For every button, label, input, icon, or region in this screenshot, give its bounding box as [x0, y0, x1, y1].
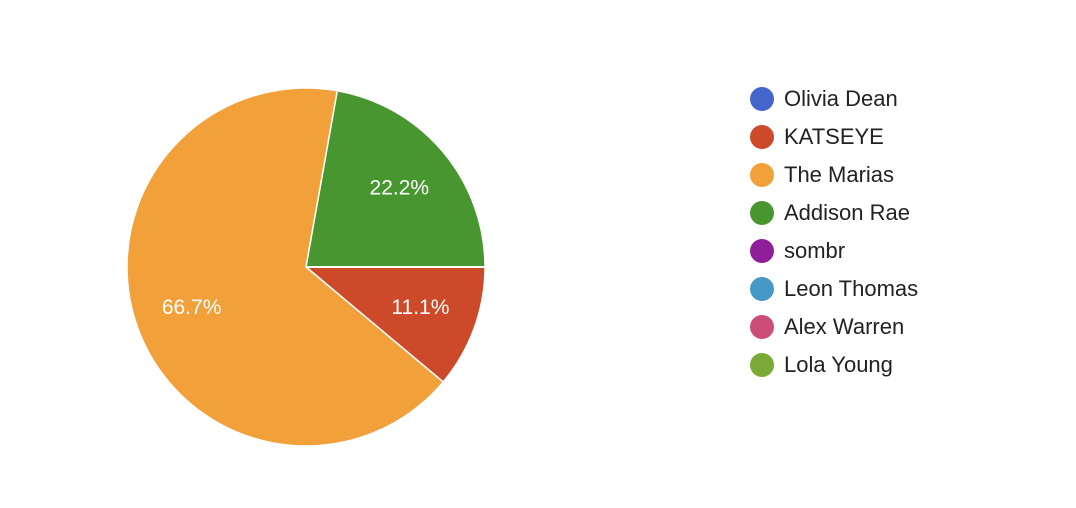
pie-slice	[305, 89, 486, 268]
legend-label: The Marias	[784, 162, 894, 187]
legend-label: Olivia Dean	[784, 86, 898, 111]
legend-label: KATSEYE	[784, 124, 884, 149]
legend-label: sombr	[784, 238, 845, 263]
legend-marker	[750, 315, 774, 339]
legend-label: Lola Young	[784, 352, 893, 377]
slice-label: 11.1%	[391, 296, 449, 319]
legend-marker	[750, 87, 774, 111]
legend-label: Addison Rae	[784, 200, 910, 225]
legend-label: Leon Thomas	[784, 276, 918, 301]
legend-marker	[750, 201, 774, 225]
legend-marker	[750, 277, 774, 301]
legend-marker	[750, 163, 774, 187]
legend-marker	[750, 353, 774, 377]
legend-marker	[750, 125, 774, 149]
slice-label: 22.2%	[370, 176, 430, 199]
slice-label: 66.7%	[162, 296, 222, 319]
legend-label: Alex Warren	[784, 314, 904, 339]
pie-slice	[303, 266, 486, 384]
pie-slice	[126, 87, 445, 447]
legend-marker	[750, 239, 774, 263]
